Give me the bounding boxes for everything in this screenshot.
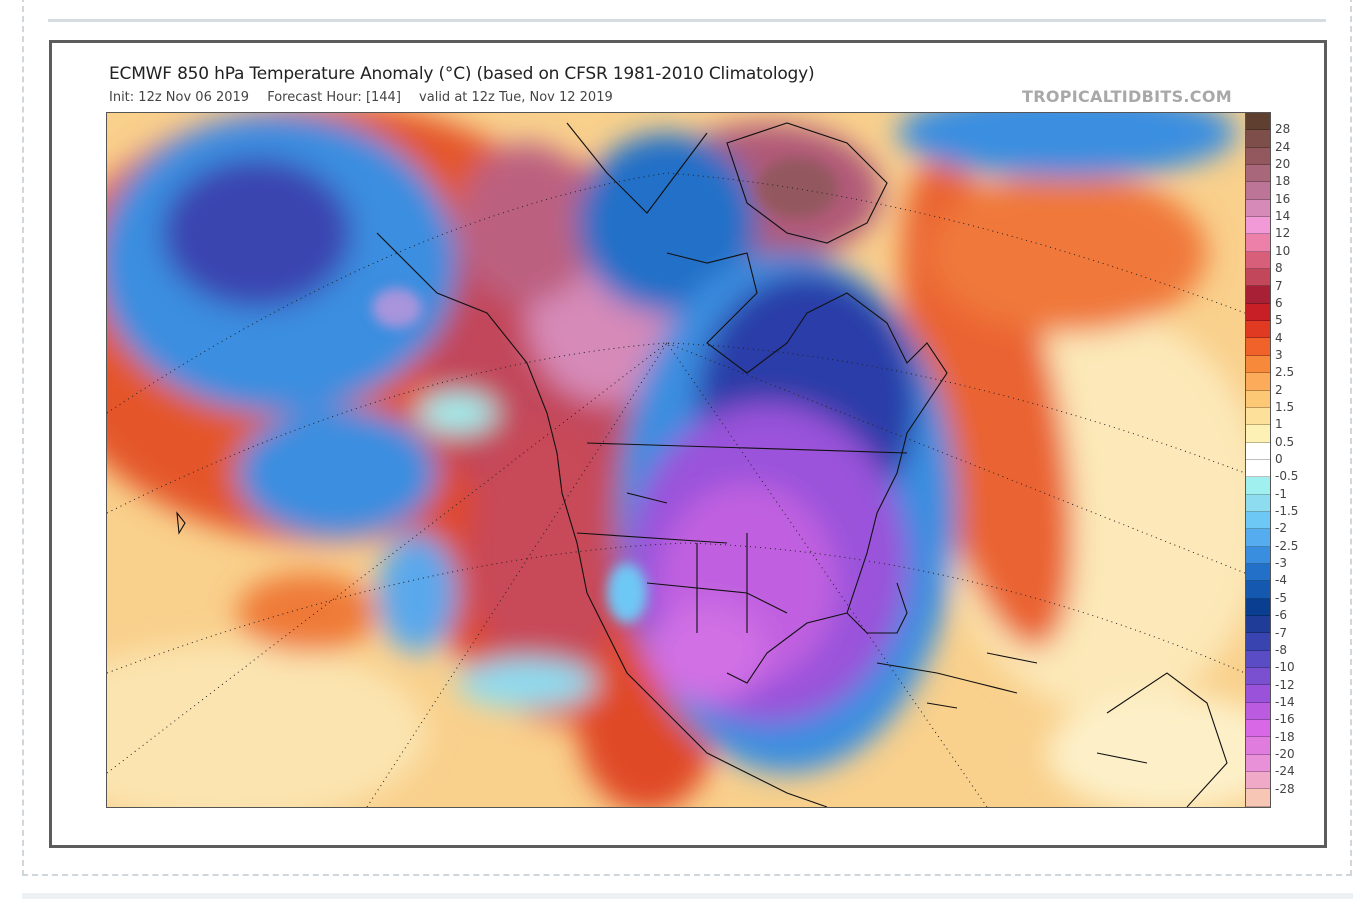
colorbar-swatch — [1246, 338, 1270, 356]
colorbar-swatch — [1246, 234, 1270, 252]
colorbar-swatch — [1246, 702, 1270, 721]
colorbar-label: 20 — [1275, 157, 1291, 172]
colorbar-swatch — [1246, 598, 1270, 616]
colorbar-swatch — [1246, 113, 1270, 131]
colorbar-swatch — [1246, 217, 1270, 235]
map-title: ECMWF 850 hPa Temperature Anomaly (°C) (… — [109, 64, 815, 84]
colorbar-label: 1.5 — [1275, 399, 1295, 414]
colorbar-swatch — [1246, 650, 1270, 668]
colorbar-label: -5 — [1275, 590, 1287, 605]
colorbar-swatch — [1246, 737, 1270, 755]
colorbar-label: -4 — [1275, 573, 1287, 588]
colorbar-swatch — [1246, 563, 1270, 582]
colorbar-label: 3 — [1275, 347, 1283, 362]
colorbar-label: -1 — [1275, 486, 1287, 501]
colorbar-label: -18 — [1275, 729, 1295, 744]
colorbar-swatch — [1246, 511, 1270, 530]
colorbar-label: -16 — [1275, 712, 1295, 727]
forecast-hour: Forecast Hour: [144] — [267, 90, 401, 105]
top-divider — [48, 19, 1326, 22]
colorbar-label: 16 — [1275, 191, 1291, 206]
colorbar-swatch — [1246, 615, 1270, 634]
colorbar-label: 12 — [1275, 226, 1291, 241]
colorbar-label: 24 — [1275, 139, 1291, 154]
colorbar-label: 6 — [1275, 295, 1283, 310]
colorbar-label: -2 — [1275, 521, 1287, 536]
colorbar-label: 8 — [1275, 261, 1283, 276]
colorbar-swatch — [1246, 529, 1270, 547]
colorbar-label: 7 — [1275, 278, 1283, 293]
colorbar-label: 5 — [1275, 313, 1283, 328]
colorbar-swatch — [1246, 754, 1270, 773]
graticule — [107, 172, 1245, 807]
colorbar-swatch — [1246, 407, 1270, 426]
valid-time: valid at 12z Tue, Nov 12 2019 — [419, 90, 613, 105]
colorbar-swatch — [1246, 269, 1270, 287]
colorbar-label: 0.5 — [1275, 434, 1295, 449]
colorbar-label: 2 — [1275, 382, 1283, 397]
colorbar-label: -24 — [1275, 764, 1295, 779]
colorbar-swatch — [1246, 546, 1270, 564]
colorbar-label: -3 — [1275, 556, 1287, 571]
colorbar-label: -10 — [1275, 660, 1295, 675]
colorbar-swatch — [1246, 182, 1270, 200]
brand-watermark: TROPICALTIDBITS.COM — [1022, 87, 1232, 106]
colorbar-swatch — [1246, 251, 1270, 270]
anomaly-map — [106, 112, 1246, 808]
colorbar-swatch — [1246, 494, 1270, 512]
colorbar-swatch — [1246, 772, 1270, 790]
colorbar-swatch — [1246, 286, 1270, 304]
colorbar-label: -7 — [1275, 625, 1287, 640]
colorbar-label: 4 — [1275, 330, 1283, 345]
colorbar-label: 0 — [1275, 452, 1283, 466]
colorbar-swatch — [1246, 789, 1270, 807]
colorbar-label: 10 — [1275, 243, 1291, 258]
colorbar-label: -20 — [1275, 746, 1295, 761]
init-time: Init: 12z Nov 06 2019 — [109, 90, 250, 105]
colorbar-swatch — [1246, 459, 1270, 478]
colorbar-swatch — [1246, 355, 1270, 374]
colorbar-label: 2.5 — [1275, 365, 1295, 380]
image-container — [22, 0, 1352, 876]
bottom-divider — [22, 893, 1353, 899]
colorbar-label: -8 — [1275, 642, 1287, 657]
colorbar-swatch — [1246, 373, 1270, 391]
colorbar-swatch — [1246, 199, 1270, 218]
coastlines — [176, 122, 1228, 807]
colorbar-labels: 28 24 20 18 16 14 12 10 8 7 6 5 4 3 2.5 2 1.5 1 0.5 0 -0.5 -1… — [1275, 112, 1315, 806]
colorbar-label: -12 — [1275, 677, 1295, 692]
colorbar-swatch — [1246, 147, 1270, 166]
colorbar-swatch — [1246, 425, 1270, 443]
colorbar-label: 1 — [1275, 417, 1283, 432]
colorbar-label: -6 — [1275, 608, 1287, 623]
colorbar-swatch — [1246, 581, 1270, 599]
colorbar-swatch — [1246, 720, 1270, 738]
colorbar-swatch — [1246, 130, 1270, 148]
colorbar-label: 18 — [1275, 174, 1291, 189]
colorbar-label: -0.5 — [1275, 469, 1299, 484]
colorbar-label: 28 — [1275, 122, 1291, 137]
colorbar-label: -28 — [1275, 781, 1295, 796]
forecast-map-figure: ECMWF 850 hPa Temperature Anomaly (°C) (… — [49, 40, 1327, 848]
colorbar-label: -1.5 — [1275, 504, 1299, 519]
colorbar-swatch — [1246, 165, 1270, 183]
colorbar-swatch — [1246, 685, 1270, 703]
colorbar-swatch — [1246, 303, 1270, 322]
anomaly-field — [107, 113, 1245, 807]
colorbar-label: 14 — [1275, 209, 1291, 224]
colorbar-swatch — [1246, 390, 1270, 408]
colorbar-swatch — [1246, 633, 1270, 651]
colorbar-swatch — [1246, 477, 1270, 495]
colorbar-swatch — [1246, 668, 1270, 686]
colorbar-swatch — [1246, 442, 1270, 460]
map-subtitle: Init: 12z Nov 06 2019 Forecast Hour: [14… — [109, 90, 627, 105]
colorbar-label: -2.5 — [1275, 538, 1299, 553]
colorbar-label: -14 — [1275, 694, 1295, 709]
colorbar-swatch — [1246, 321, 1270, 339]
colorbar — [1245, 112, 1271, 808]
